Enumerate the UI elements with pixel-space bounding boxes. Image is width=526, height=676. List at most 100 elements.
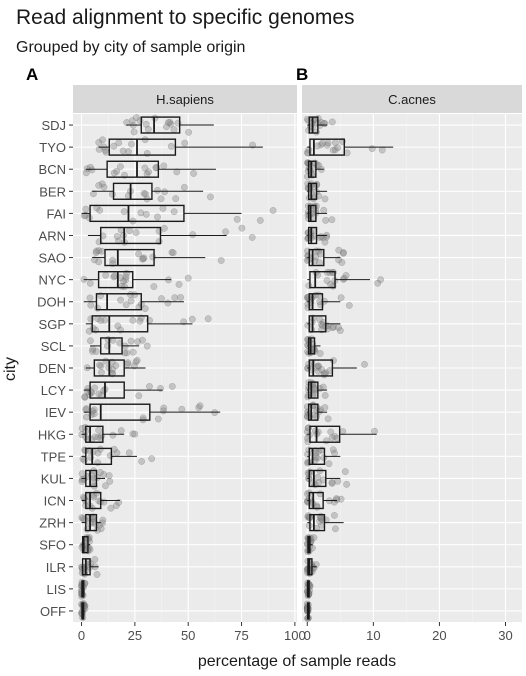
- y-tick-label: SCL: [41, 339, 66, 354]
- data-point: [110, 142, 118, 150]
- y-tick-label: SGP: [39, 317, 66, 332]
- data-point: [248, 233, 256, 241]
- data-point: [96, 206, 104, 214]
- data-point: [85, 391, 93, 399]
- data-point: [122, 301, 130, 309]
- data-point: [345, 301, 353, 309]
- y-tick-label: ICN: [44, 494, 66, 509]
- data-point: [313, 503, 321, 511]
- data-point: [112, 502, 120, 510]
- data-point: [91, 256, 98, 264]
- data-point: [120, 208, 128, 215]
- data-point: [92, 249, 100, 257]
- data-point: [86, 294, 94, 302]
- data-point: [314, 362, 322, 370]
- data-point: [118, 282, 126, 290]
- box-zrh: [309, 513, 326, 532]
- box-nyc: [309, 271, 336, 289]
- data-point: [83, 165, 91, 173]
- data-point: [331, 449, 339, 457]
- data-point: [107, 504, 115, 512]
- x-tick-label: 100: [284, 628, 306, 643]
- data-point: [329, 446, 337, 454]
- y-tick-label: IEV: [45, 405, 66, 420]
- data-point: [97, 362, 105, 370]
- data-point: [330, 511, 338, 519]
- data-point: [139, 336, 146, 344]
- data-point: [85, 214, 93, 222]
- data-point: [95, 390, 103, 398]
- data-point: [158, 295, 165, 303]
- data-point: [167, 142, 175, 150]
- data-point: [140, 254, 148, 262]
- data-point: [322, 437, 330, 445]
- data-point: [167, 120, 175, 128]
- data-point: [313, 454, 321, 462]
- data-point: [319, 234, 327, 242]
- data-point: [109, 431, 117, 439]
- data-point: [125, 227, 133, 235]
- data-point: [190, 169, 198, 177]
- y-tick-label: SAO: [39, 251, 66, 266]
- box-icn: [85, 491, 102, 510]
- data-point: [91, 384, 99, 392]
- data-point: [93, 247, 100, 255]
- data-point: [95, 247, 103, 255]
- data-point: [333, 496, 341, 504]
- data-point: [334, 477, 342, 485]
- data-point: [140, 189, 148, 197]
- data-point: [138, 255, 146, 263]
- data-point: [305, 522, 313, 530]
- data-point: [170, 208, 178, 216]
- data-point: [206, 193, 214, 201]
- y-tick-label: DEN: [39, 361, 66, 376]
- data-point: [329, 324, 337, 332]
- data-point: [328, 118, 336, 126]
- data-point: [154, 415, 162, 423]
- data-point: [316, 517, 324, 525]
- y-tick-label: ARN: [39, 228, 66, 243]
- data-point: [91, 433, 99, 441]
- box-bcn: [307, 160, 317, 178]
- box-doh: [95, 293, 142, 311]
- y-axis-tick-labels: SDJ TYO BCN BER FAI ARN SAO NYC DOH SGP SCL DEN LCY I…: [37, 118, 73, 619]
- data-point: [105, 472, 113, 480]
- box-kul: [308, 469, 327, 488]
- box-lcy: [89, 381, 125, 399]
- data-point: [233, 215, 241, 223]
- data-point: [95, 139, 103, 146]
- data-point: [98, 368, 105, 376]
- box-hkg: [309, 425, 341, 443]
- data-point: [181, 139, 189, 147]
- data-point: [374, 279, 382, 287]
- data-point: [93, 571, 101, 578]
- y-tick-label: TYO: [39, 140, 66, 155]
- data-point: [331, 146, 339, 154]
- data-point: [361, 360, 368, 368]
- data-point: [331, 525, 339, 533]
- data-point: [96, 445, 104, 453]
- data-point: [94, 304, 102, 312]
- panel-tag-a: A: [26, 65, 38, 84]
- data-point: [371, 427, 378, 435]
- data-point: [163, 123, 170, 131]
- data-point: [304, 293, 312, 301]
- data-point: [97, 525, 105, 533]
- data-point: [132, 114, 140, 122]
- box-doh: [308, 293, 324, 311]
- data-point: [129, 430, 137, 438]
- y-tick-label: HKG: [38, 427, 66, 442]
- data-point: [177, 293, 185, 301]
- data-point: [377, 276, 385, 284]
- box-ber: [307, 182, 318, 200]
- data-point: [99, 516, 107, 524]
- box-sgp: [308, 315, 327, 333]
- data-point: [238, 224, 246, 232]
- data-point: [335, 256, 343, 264]
- data-point: [316, 490, 324, 498]
- box-scl: [100, 337, 123, 355]
- data-point: [127, 337, 135, 345]
- data-point: [320, 119, 328, 127]
- data-point: [317, 233, 325, 241]
